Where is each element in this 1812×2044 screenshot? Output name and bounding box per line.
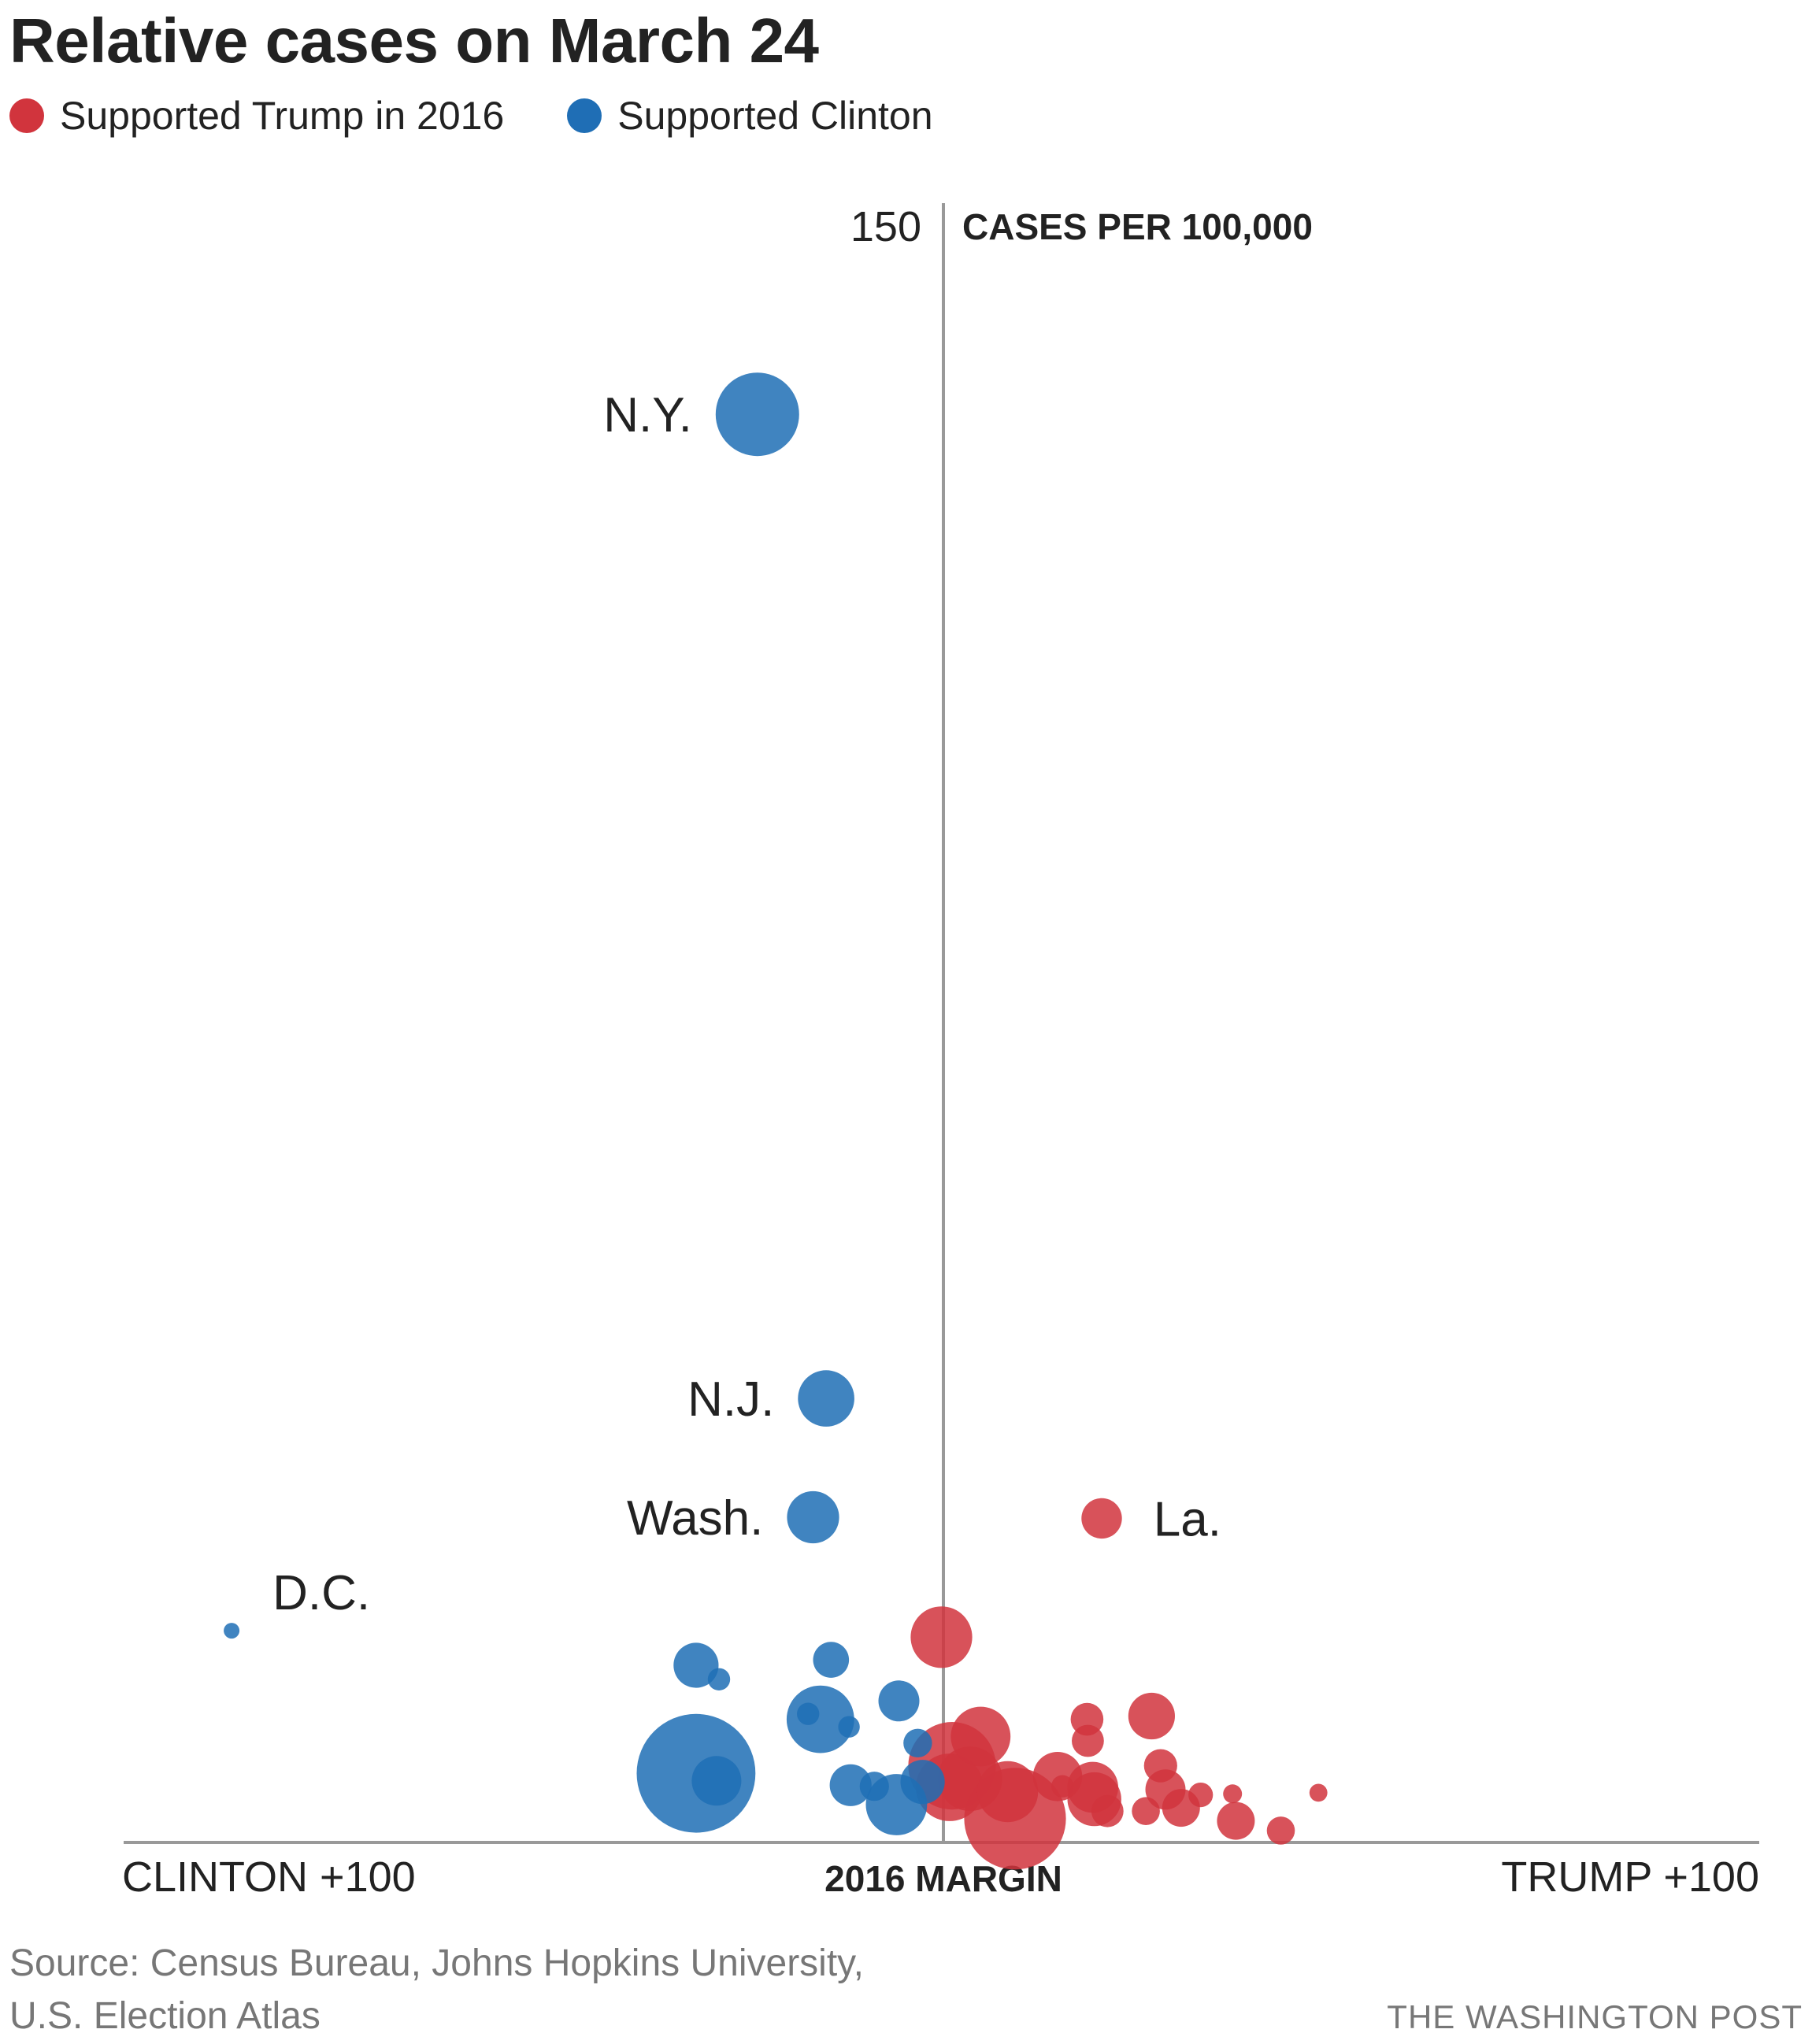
bubble-clinton-5 <box>707 1668 731 1690</box>
bubble-trump-9 <box>1051 1775 1074 1798</box>
bubble-trump-7 <box>976 1761 1039 1823</box>
bubble-trump-23 <box>1266 1816 1295 1845</box>
legend-label-trump: Supported Trump in 2016 <box>60 94 505 138</box>
bubble-trump-14 <box>1091 1794 1124 1827</box>
x-axis-left-label: CLINTON +100 <box>122 1853 416 1901</box>
chart-axes: 150 CASES PER 100,000 CLINTON +100 2016 … <box>122 203 1759 1901</box>
bubble-ny <box>715 372 799 457</box>
legend-swatch-clinton <box>567 98 602 133</box>
bubble-trump-16 <box>1143 1749 1177 1783</box>
point-label-dc: D.C. <box>272 1566 370 1620</box>
point-label-nj: N.J. <box>687 1372 774 1427</box>
bubble-clinton-4 <box>673 1642 719 1688</box>
legend-item-trump: Supported Trump in 2016 <box>9 93 504 139</box>
bubble-clinton-7 <box>813 1642 850 1678</box>
point-label-la: La. <box>1154 1492 1221 1546</box>
bubble-clinton-12 <box>878 1680 920 1722</box>
bubble-trump-11 <box>1072 1724 1104 1757</box>
bubble-trump-22 <box>1217 1801 1255 1840</box>
bubble-trump-1 <box>910 1606 973 1668</box>
y-axis-top-tick: 150 <box>850 203 921 250</box>
point-label-ny: N.Y. <box>603 388 692 442</box>
publisher-credit: THE WASHINGTON POST <box>1387 1998 1803 2035</box>
bubble-la <box>1081 1498 1122 1539</box>
legend: Supported Trump in 2016 Supported Clinto… <box>9 93 996 139</box>
bubble-clinton-9 <box>691 1756 742 1806</box>
legend-swatch-trump <box>9 98 44 133</box>
source-line-1: Source: Census Bureau, Johns Hopkins Uni… <box>9 1942 864 1984</box>
bubble-trump-20 <box>1188 1783 1214 1808</box>
bubble-clinton-14 <box>829 1764 872 1806</box>
bubble-clinton-10 <box>796 1702 820 1725</box>
bubble-clinton-13 <box>903 1728 932 1757</box>
chart-title: Relative cases on March 24 <box>9 6 819 76</box>
bubble-trump-21 <box>1223 1784 1243 1804</box>
bubble-clinton-11 <box>838 1716 860 1738</box>
point-label-wash: Wash. <box>627 1491 763 1546</box>
bubble-trump-24 <box>1309 1783 1328 1802</box>
bubble-clinton-6 <box>786 1685 854 1753</box>
bubble-layer <box>224 372 1328 1870</box>
bubble-nj <box>798 1370 854 1427</box>
y-axis-label: CASES PER 100,000 <box>962 206 1313 247</box>
bubble-clinton-17 <box>900 1760 945 1805</box>
source-note: Source: Census Bureau, Johns Hopkins Uni… <box>9 1937 864 2042</box>
bubble-trump-2 <box>950 1706 1011 1767</box>
source-line-2: U.S. Election Atlas <box>9 1995 321 2038</box>
legend-item-clinton: Supported Clinton <box>567 93 933 139</box>
bubble-wash <box>787 1490 839 1544</box>
point-label-layer: N.Y. N.J. Wash. La. D.C. <box>272 388 1221 1620</box>
x-axis-right-label: TRUMP +100 <box>1501 1853 1759 1901</box>
bubble-trump-18 <box>1132 1797 1160 1825</box>
legend-label-clinton: Supported Clinton <box>617 94 933 138</box>
bubble-trump-15 <box>1128 1692 1175 1740</box>
bubble-clinton-15 <box>859 1772 889 1801</box>
bubble-dc <box>224 1623 240 1639</box>
